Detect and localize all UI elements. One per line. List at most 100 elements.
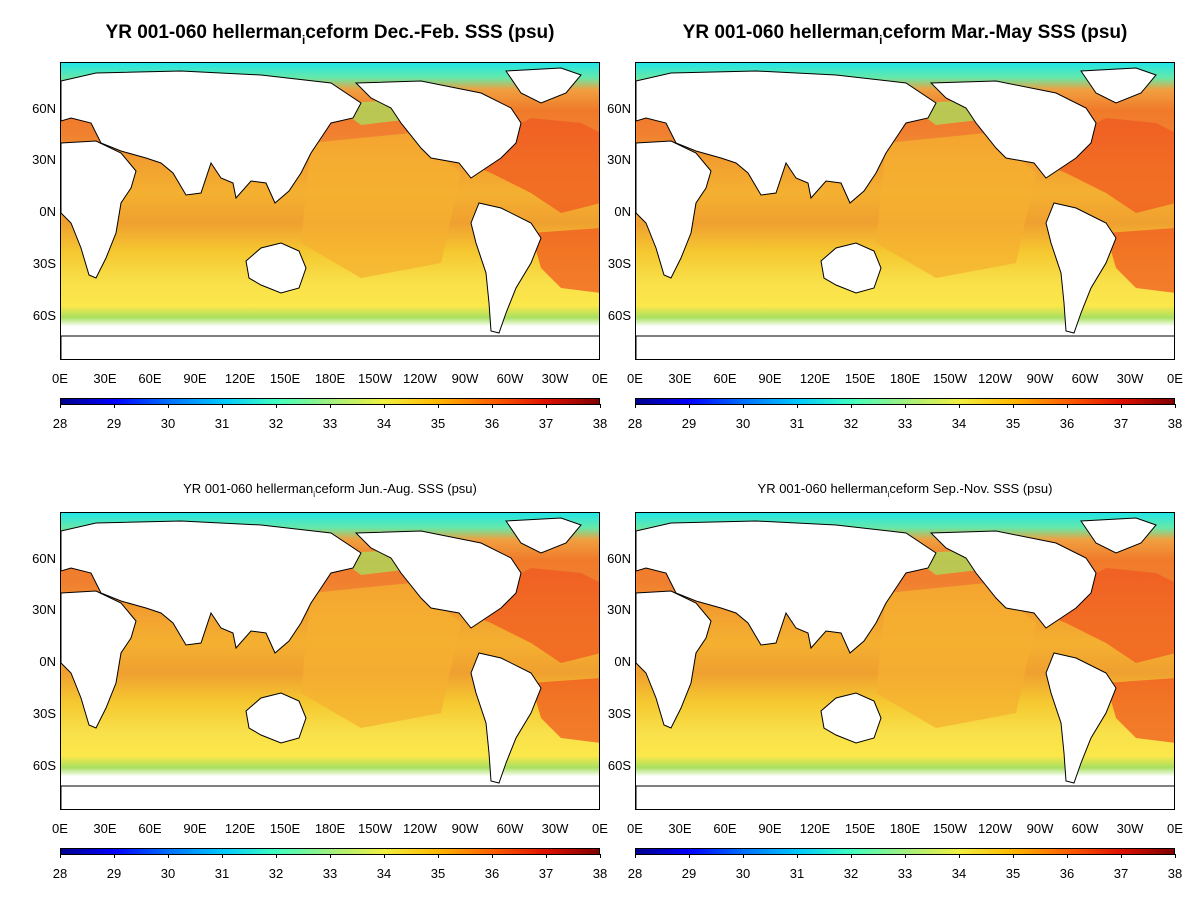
colorbar-label: 32: [843, 416, 859, 431]
colorbar-label: 36: [484, 866, 500, 881]
lon-label: 60E: [138, 821, 162, 836]
south-atlantic-high: [1106, 228, 1174, 293]
colorbar-label: 38: [1167, 866, 1183, 881]
lat-label: 30N: [32, 602, 56, 617]
colorbar-tick: [492, 854, 493, 858]
lon-label: 30E: [668, 821, 692, 836]
lat-label: 0N: [39, 204, 56, 219]
landmass-australia: [820, 692, 882, 744]
salinity-map: [60, 512, 600, 810]
lon-label: 180E: [889, 821, 921, 836]
lat-label: 60S: [607, 308, 631, 323]
landmass-eurasia: [636, 520, 937, 654]
lon-label: 30E: [93, 371, 117, 386]
lat-label: 30N: [607, 152, 631, 167]
lon-label: 0E: [592, 371, 608, 386]
colorbar-tick: [438, 404, 439, 408]
lon-label: 60W: [496, 821, 524, 836]
map-panel-mam: YR 001-060 hellermaniceform Mar.-May SSS…: [575, 0, 1183, 450]
panel-title: YR 001-060 hellermaniceform Mar.-May SSS…: [682, 22, 1128, 48]
colorbar-tick: [689, 854, 690, 858]
lat-label: 30N: [607, 602, 631, 617]
colorbar-label: 29: [106, 416, 122, 431]
colorbar-label: 36: [1059, 416, 1075, 431]
colorbar-tick: [1121, 854, 1122, 858]
landmass-africa: [61, 140, 137, 279]
lon-label: 150W: [358, 371, 392, 386]
landmass-southam: [470, 202, 542, 334]
landmass-africa: [636, 590, 712, 729]
colorbar-tick: [114, 854, 115, 858]
lon-label: 0E: [592, 821, 608, 836]
lat-label: 60S: [32, 308, 56, 323]
colorbar-label: 31: [214, 866, 230, 881]
colorbar-tick: [600, 404, 601, 408]
colorbar-tick: [1013, 404, 1014, 408]
colorbar-tick: [600, 854, 601, 858]
colorbar-label: 28: [52, 866, 68, 881]
south-atlantic-high: [531, 678, 599, 743]
colorbar-label: 32: [843, 866, 859, 881]
lon-label: 0E: [1167, 821, 1183, 836]
lon-label: 90W: [451, 371, 479, 386]
lon-label: 120W: [403, 821, 437, 836]
landmass-africa: [61, 590, 137, 729]
panel-title: YR 001-060 hellermaniceform Sep.-Nov. SS…: [757, 481, 1053, 500]
landmass-australia: [245, 692, 307, 744]
map-panel-jja: YR 001-060 hellermaniceform Jun.-Aug. SS…: [0, 450, 608, 900]
lon-label: 180E: [889, 371, 921, 386]
colorbar-label: 28: [627, 866, 643, 881]
colorbar-tick: [1067, 404, 1068, 408]
lon-label: 180E: [314, 821, 346, 836]
colorbar-tick: [689, 404, 690, 408]
colorbar-tick: [743, 404, 744, 408]
colorbar-tick: [114, 404, 115, 408]
colorbar-tick: [276, 854, 277, 858]
lon-label: 90E: [183, 821, 207, 836]
lon-label: 90E: [183, 371, 207, 386]
colorbar-tick: [635, 854, 636, 858]
landmass-antarctica: [61, 785, 599, 809]
lon-label: 0E: [627, 371, 643, 386]
map-svg: [636, 67, 1174, 359]
lon-label: 120W: [978, 821, 1012, 836]
colorbar-label: 35: [1005, 416, 1021, 431]
lon-label: 120E: [224, 371, 256, 386]
lon-label: 150E: [269, 821, 301, 836]
salinity-map: [635, 62, 1175, 360]
panel-title: YR 001-060 hellermaniceform Jun.-Aug. SS…: [183, 481, 477, 500]
lon-label: 150E: [844, 371, 876, 386]
lon-label: 120E: [799, 821, 831, 836]
colorbar-tick: [905, 404, 906, 408]
landmass-southam: [470, 652, 542, 784]
pacific-central: [876, 583, 1036, 728]
landmass-australia: [820, 242, 882, 294]
colorbar-tick: [330, 854, 331, 858]
colorbar-tick: [222, 404, 223, 408]
lat-label: 30S: [607, 256, 631, 271]
colorbar-label: 33: [322, 866, 338, 881]
colorbar-label: 31: [789, 866, 805, 881]
lat-label: 0N: [614, 204, 631, 219]
lon-label: 90W: [1026, 371, 1054, 386]
colorbar-label: 29: [106, 866, 122, 881]
colorbar-label: 29: [681, 866, 697, 881]
lat-label: 30S: [607, 706, 631, 721]
colorbar-label: 37: [538, 416, 554, 431]
colorbar-tick: [438, 854, 439, 858]
lon-label: 60E: [138, 371, 162, 386]
lon-label: 30W: [1116, 371, 1144, 386]
colorbar-label: 36: [484, 416, 500, 431]
lon-label: 30E: [93, 821, 117, 836]
colorbar-tick: [276, 404, 277, 408]
colorbar-label: 36: [1059, 866, 1075, 881]
colorbar-label: 38: [592, 416, 608, 431]
colorbar-tick: [797, 404, 798, 408]
colorbar-tick: [546, 404, 547, 408]
landmass-southam: [1045, 652, 1117, 784]
lon-label: 150E: [844, 821, 876, 836]
colorbar-tick: [797, 854, 798, 858]
colorbar-tick: [1067, 854, 1068, 858]
panel-title: YR 001-060 hellermaniceform Dec.-Feb. SS…: [105, 22, 555, 48]
lon-label: 150W: [933, 371, 967, 386]
